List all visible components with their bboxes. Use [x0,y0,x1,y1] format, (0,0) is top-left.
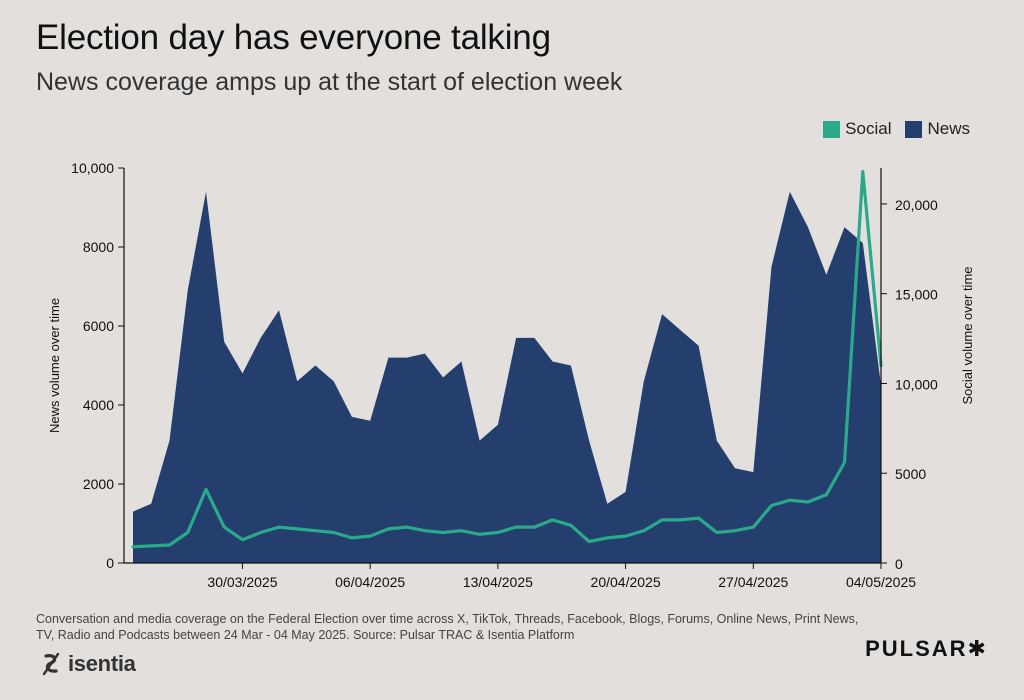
x-axis-tick-label: 30/03/2025 [207,574,277,590]
news-series-area [133,191,881,563]
left-axis-tick-label: 6000 [83,318,114,334]
right-axis-tick-label: 5000 [895,466,926,482]
isentia-logo: isentia [40,651,136,677]
chart-subtitle: News coverage amps up at the start of el… [36,68,623,96]
isentia-wordmark: isentia [68,651,136,676]
right-axis-tick-label: 0 [895,556,903,572]
right-axis-tick-label: 10,000 [895,376,938,392]
chart-footnote: Conversation and media coverage on the F… [36,612,859,642]
social-series-line [131,170,883,549]
left-axis-tick-label: 10,000 [71,160,114,176]
x-axis-tick-label: 13/04/2025 [463,574,533,590]
chart-legend: Social News [823,119,970,139]
legend-item-social: Social [823,119,891,139]
left-axis-tick-label: 2000 [83,476,114,492]
x-axis-tick-label: 20/04/2025 [591,574,661,590]
x-axis-tick-label: 27/04/2025 [718,574,788,590]
legend-label-social: Social [845,119,892,138]
legend-swatch-social [823,120,841,138]
right-axis-tick-label: 15,000 [895,287,938,303]
isentia-mark-icon [42,652,60,676]
right-axis-title: Social volume over time [960,267,975,405]
legend-label-news: News [927,119,970,138]
right-axis-tick-label: 20,000 [895,197,938,213]
legend-swatch-news [905,120,923,138]
x-axis-tick-label: 06/04/2025 [335,574,405,590]
legend-item-news: News [905,119,970,139]
pulsar-logo: PULSAR✱ [865,636,988,661]
left-axis-tick-label: 4000 [83,397,114,413]
left-axis-tick-label: 0 [106,555,114,571]
chart-title: Election day has everyone talking [36,18,551,57]
x-axis-tick-label: 04/05/2025 [846,574,916,590]
left-axis-tick-label: 8000 [83,239,114,255]
left-axis-title: News volume over time [47,298,62,433]
